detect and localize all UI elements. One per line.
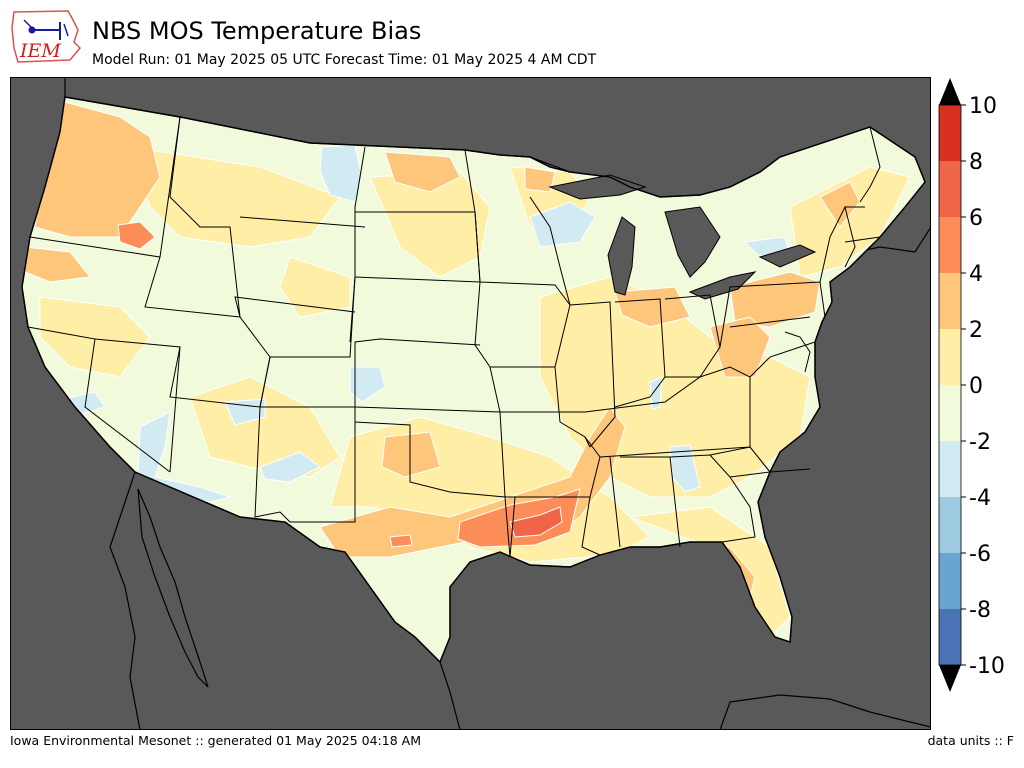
iem-logo: IEM bbox=[11, 10, 82, 63]
great-lakes bbox=[548, 174, 817, 300]
colorbar-bin bbox=[939, 217, 961, 273]
map-title: NBS MOS Temperature Bias bbox=[92, 17, 422, 45]
state-borders bbox=[27, 116, 881, 558]
colorbar-tick-label: -6 bbox=[969, 542, 991, 567]
colorbar-bin bbox=[939, 329, 961, 385]
colorbar-bin bbox=[939, 609, 961, 665]
colorbar-border bbox=[938, 104, 962, 666]
colorbar-tick-label: 10 bbox=[969, 94, 997, 119]
colorbar-bins bbox=[939, 105, 961, 665]
colorbar-tick-label: -2 bbox=[969, 430, 991, 455]
colorbar-bin bbox=[939, 385, 961, 441]
colorbar-bin bbox=[939, 105, 961, 161]
temperature-bias-map bbox=[10, 77, 931, 730]
colorbar-tick-label: -4 bbox=[969, 486, 991, 511]
colorbar-ticks: 10 8 6 4 2 0 -2 -4 -6 -8 -10 bbox=[938, 94, 1005, 679]
colorbar-tick-label: -10 bbox=[969, 654, 1005, 679]
colorbar-tick-label: 0 bbox=[969, 374, 983, 399]
colorbar: 10 8 6 4 2 0 -2 -4 -6 -8 -10 bbox=[938, 78, 1005, 692]
weather-station-icon bbox=[23, 19, 69, 40]
colorbar-over-arrow bbox=[939, 78, 961, 105]
colorbar-bin bbox=[939, 441, 961, 497]
colorbar-tick-label: 6 bbox=[969, 206, 983, 231]
colorbar-bin bbox=[939, 273, 961, 329]
map-frame bbox=[10, 77, 931, 730]
colorbar-tick-label: -8 bbox=[969, 598, 991, 623]
cuba bbox=[719, 694, 931, 730]
conus-outline bbox=[21, 96, 926, 664]
colorbar-bin bbox=[939, 497, 961, 553]
footer-units: data units :: F bbox=[927, 733, 1014, 748]
baja-peninsula bbox=[137, 488, 209, 688]
colorbar-under-arrow bbox=[939, 665, 961, 692]
colorbar-bin bbox=[939, 161, 961, 217]
footer-credit: Iowa Environmental Mesonet :: generated … bbox=[10, 733, 421, 748]
map-subtitle: Model Run: 01 May 2025 05 UTC Forecast T… bbox=[92, 52, 597, 68]
bias-band-6-8 bbox=[509, 506, 563, 538]
logo-text: IEM bbox=[19, 40, 61, 62]
colorbar-tick-label: 2 bbox=[969, 318, 983, 343]
colorbar-bin bbox=[939, 553, 961, 609]
colorbar-tick-label: 8 bbox=[969, 150, 983, 175]
colorbar-tick-label: 4 bbox=[969, 262, 983, 287]
